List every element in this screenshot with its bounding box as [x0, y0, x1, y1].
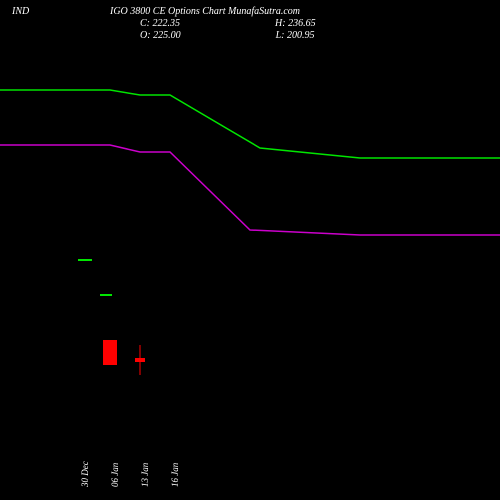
candle-body [103, 340, 117, 365]
candle-body [135, 358, 145, 362]
x-tick-label: 06 Jan [110, 463, 120, 487]
x-tick-label: 13 Jan [140, 463, 150, 487]
high-readout: H: 236.65 [275, 18, 316, 29]
chart-title: IGO 3800 CE Options Chart MunafaSutra.co… [110, 6, 300, 17]
x-tick-label: 30 Dec [80, 461, 90, 487]
chart-plot-area [0, 40, 500, 440]
close-readout: C: 222.35 [140, 18, 180, 29]
symbol-label: IND [12, 6, 29, 17]
x-axis: 30 Dec 06 Jan 13 Jan 16 Jan [0, 442, 500, 492]
x-tick-label: 16 Jan [170, 463, 180, 487]
chart-svg [0, 40, 500, 440]
price-line [0, 90, 500, 158]
ohlc-row-1: C: 222.35 H: 236.65 [140, 18, 400, 29]
